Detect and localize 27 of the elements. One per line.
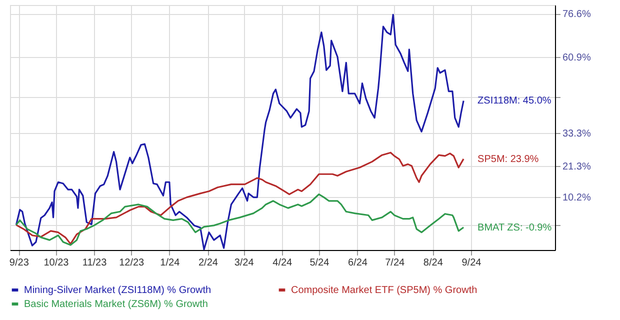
x-tick-label: 4/24: [272, 258, 293, 268]
x-tick-label: 10/23: [44, 258, 70, 268]
x-tick-label: 2/24: [198, 258, 218, 268]
y-tick-label: 76.6%: [562, 9, 591, 20]
x-tick-label: 7/24: [385, 258, 406, 268]
legend-label: Basic Materials Market (ZS6M) % Growth: [24, 299, 208, 310]
x-tick-label: 12/23: [119, 258, 145, 268]
x-tick-label: 1/24: [160, 258, 180, 268]
legend-label: Mining-Silver Market (ZSI118M) % Growth: [24, 285, 212, 296]
annotation: SP5M: 23.9%: [478, 154, 539, 165]
x-tick-label: 9/24: [462, 258, 482, 268]
line-series: [15, 152, 464, 245]
annotation: ZSI118M: 45.0%: [478, 96, 552, 107]
x-tick-label: 9/23: [9, 258, 30, 268]
x-tick-label: 11/23: [82, 258, 108, 268]
y-tick-label: 21.3%: [562, 162, 591, 173]
x-tick-label: 3/24: [234, 258, 254, 268]
annotation: BMAT ZS: -0.9%: [478, 222, 552, 234]
x-tick-label: 6/24: [348, 258, 368, 268]
y-tick-label: 10.2%: [562, 192, 591, 204]
y-tick-label: 33.3%: [562, 128, 591, 140]
line-series: [15, 193, 464, 246]
line-series: [15, 14, 464, 250]
x-tick-label: 8/24: [423, 258, 444, 268]
y-tick-label: 60.9%: [562, 52, 591, 64]
x-tick-label: 5/24: [310, 258, 330, 268]
legend-label: Composite Market ETF (SP5M) % Growth: [291, 285, 478, 296]
